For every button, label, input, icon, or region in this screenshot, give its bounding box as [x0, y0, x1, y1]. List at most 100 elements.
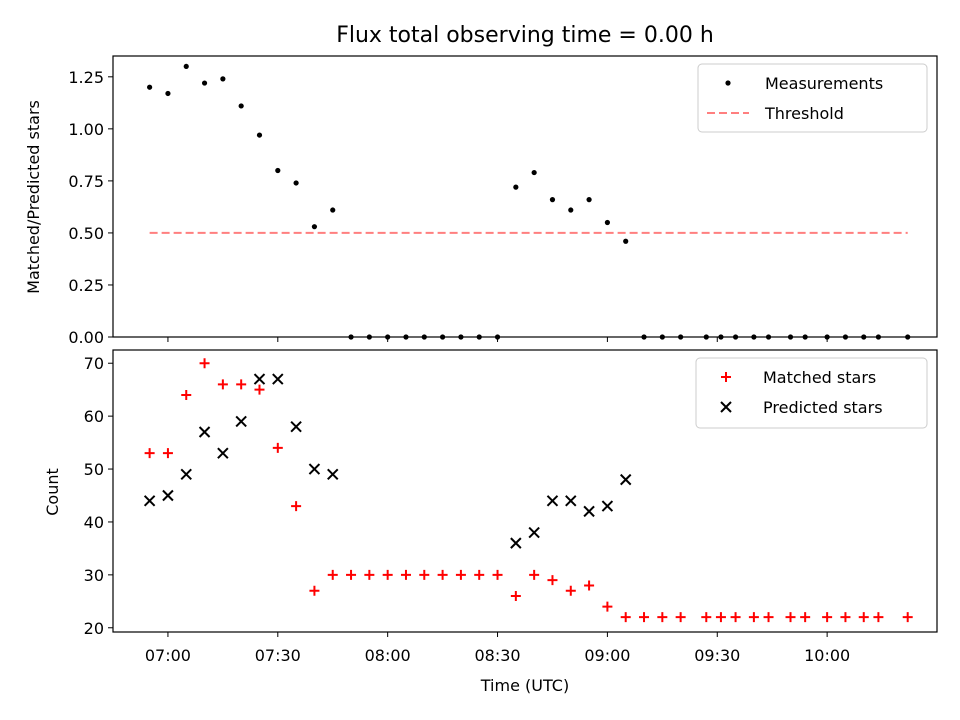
measurements-point: [366, 334, 372, 340]
matched-stars-point: [437, 569, 448, 580]
measurements-point: [678, 334, 684, 340]
matched-stars-point: [639, 612, 650, 623]
measurements-point: [476, 334, 482, 340]
chart-title: Flux total observing time = 0.00 h: [336, 23, 714, 48]
measurements-point: [732, 334, 739, 340]
predicted-stars-point: [198, 426, 211, 438]
measurements-point: [875, 334, 882, 340]
legend-predicted-stars-label: Predicted stars: [763, 398, 883, 417]
measurements-point: [604, 219, 611, 226]
matched-stars-point: [701, 612, 712, 623]
matched-stars-point: [236, 379, 247, 390]
top-y-axis-label: Matched/Predicted stars: [24, 100, 43, 294]
matched-stars-point: [181, 389, 192, 400]
y-tick-label: 40: [84, 513, 104, 532]
y-tick-label: 0.75: [68, 172, 104, 191]
measurements-point: [330, 207, 336, 213]
y-tick-label: 0.00: [68, 328, 104, 347]
matched-stars-point: [785, 612, 796, 623]
x-tick-label: 10:00: [804, 646, 850, 665]
predicted-stars-point: [143, 495, 156, 507]
predicted-stars-point: [620, 473, 632, 486]
measurements-point: [513, 184, 519, 190]
matched-stars-point: [162, 448, 173, 459]
measurements-point: [220, 76, 226, 82]
measurements-point: [494, 334, 501, 340]
predicted-stars-point: [583, 505, 595, 518]
measurements-point: [751, 334, 757, 340]
predicted-stars-point: [546, 495, 559, 507]
matched-stars-point: [346, 569, 357, 580]
top-panel: 0.00 0.25 0.50 0.75 1.00 1.25 Measurements Thre…: [68, 55, 938, 347]
measurements-point: [718, 334, 724, 340]
matched-stars-point: [400, 569, 411, 580]
predicted-stars-point: [528, 526, 540, 539]
matched-stars-point: [254, 384, 265, 395]
matched-stars-point: [840, 612, 851, 623]
matched-stars-point: [382, 569, 393, 580]
x-tick-label: 07:30: [255, 646, 301, 665]
measurements-point: [201, 80, 208, 86]
matched-stars-point: [763, 612, 774, 623]
x-tick-label: 07:00: [145, 646, 191, 665]
measurements-point: [531, 169, 537, 176]
predicted-stars-point: [290, 421, 302, 433]
measurements-point: [165, 90, 171, 97]
matched-stars-point: [144, 448, 155, 459]
predicted-stars-point: [308, 463, 321, 475]
x-tick-label: 09:00: [584, 646, 630, 665]
x-tick-label: 09:30: [694, 646, 740, 665]
y-tick-label: 70: [84, 354, 104, 373]
y-tick-label: 50: [84, 460, 104, 479]
measurements-point: [293, 180, 299, 186]
matched-stars-point: [419, 569, 430, 580]
matched-stars-point: [873, 612, 884, 623]
measurements-point: [787, 334, 794, 340]
predicted-stars-point: [217, 447, 229, 459]
measurements-point: [703, 334, 709, 340]
predicted-stars-point: [162, 489, 174, 502]
matched-stars-point: [675, 612, 686, 623]
measurements-point: [147, 84, 153, 90]
matched-stars-point: [565, 585, 576, 596]
measurements-point: [765, 334, 772, 340]
x-tick-label: 08:00: [365, 646, 411, 665]
y-tick-label: 0.50: [68, 224, 104, 243]
matched-stars-point: [602, 601, 613, 612]
legend-threshold-label: Threshold: [764, 104, 844, 123]
measurements-point: [641, 334, 647, 340]
x-tick-label: 08:30: [474, 646, 520, 665]
matched-stars-point: [657, 612, 668, 623]
matched-stars-point: [217, 379, 228, 390]
matched-stars-point: [272, 442, 283, 453]
matched-stars-point: [291, 501, 302, 512]
matched-stars-point: [715, 612, 726, 623]
predicted-stars-point: [601, 500, 614, 512]
matched-stars-point: [510, 591, 521, 602]
bottom-panel: 20 30 40 50 60 70 07:00 07:30 08:00 08:30 09:00 09:…: [84, 349, 938, 665]
legend: Matched stars Predicted stars: [695, 357, 928, 429]
legend-measurements-swatch: [725, 80, 731, 86]
measurements-point: [842, 334, 849, 340]
matched-stars-point: [748, 612, 759, 623]
predicted-stars-point: [180, 468, 192, 481]
measurements-point: [568, 207, 574, 213]
measurements-point: [824, 334, 830, 340]
matched-stars-point: [858, 612, 869, 623]
predicted-stars-point: [253, 373, 266, 385]
matched-stars-point: [547, 575, 558, 586]
measurements-point: [905, 334, 911, 340]
measurements-point: [586, 197, 592, 203]
predicted-stars-point: [235, 415, 247, 428]
predicted-stars-point: [327, 468, 339, 481]
measurements-point: [256, 132, 263, 138]
matched-stars-point: [902, 612, 913, 623]
measurements-point: [458, 334, 464, 340]
matched-stars-point: [364, 569, 375, 580]
measurements-point: [275, 167, 281, 174]
matched-stars-point: [474, 569, 485, 580]
measurements-point: [348, 334, 354, 340]
matched-stars-point: [492, 569, 503, 580]
axes-frame: [112, 349, 938, 633]
matched-stars-point: [529, 569, 540, 580]
